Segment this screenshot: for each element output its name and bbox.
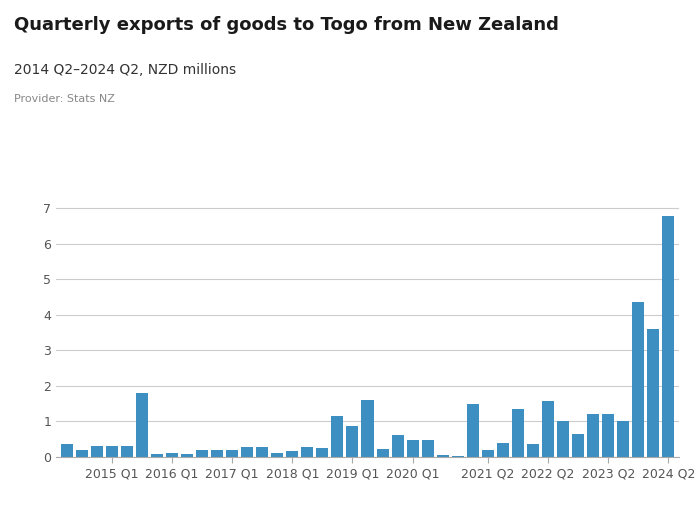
Bar — [648, 329, 659, 457]
Bar — [271, 453, 284, 457]
Bar — [241, 447, 253, 457]
Bar — [361, 400, 374, 457]
Text: figure.nz: figure.nz — [569, 24, 645, 38]
Bar — [377, 449, 389, 457]
Bar — [120, 446, 133, 457]
Bar — [166, 453, 178, 457]
Text: 2014 Q2–2024 Q2, NZD millions: 2014 Q2–2024 Q2, NZD millions — [14, 63, 236, 77]
Bar — [512, 409, 524, 457]
Bar — [632, 302, 645, 457]
Bar — [226, 450, 238, 457]
Text: Quarterly exports of goods to Togo from New Zealand: Quarterly exports of goods to Togo from … — [14, 16, 559, 34]
Bar — [316, 448, 328, 457]
Bar — [90, 446, 103, 457]
Bar — [542, 401, 554, 457]
Bar — [211, 450, 223, 457]
Bar — [452, 456, 464, 457]
Bar — [617, 421, 629, 457]
Bar — [181, 454, 193, 457]
Bar — [437, 455, 449, 457]
Bar — [662, 216, 675, 457]
Bar — [572, 434, 584, 457]
Bar — [482, 449, 494, 457]
Bar — [136, 393, 148, 457]
Bar — [256, 447, 268, 457]
Bar — [331, 416, 344, 457]
Bar — [60, 444, 73, 457]
Bar — [602, 414, 615, 457]
Bar — [76, 450, 88, 457]
Bar — [196, 450, 208, 457]
Text: Provider: Stats NZ: Provider: Stats NZ — [14, 94, 115, 104]
Bar — [391, 435, 404, 457]
Bar — [587, 414, 599, 457]
Bar — [467, 404, 479, 457]
Bar — [150, 454, 163, 457]
Bar — [497, 443, 509, 457]
Bar — [346, 426, 358, 457]
Bar — [421, 440, 434, 457]
Bar — [106, 446, 118, 457]
Bar — [557, 421, 569, 457]
Bar — [301, 447, 314, 457]
Bar — [527, 444, 539, 457]
Bar — [407, 440, 419, 457]
Bar — [286, 452, 298, 457]
